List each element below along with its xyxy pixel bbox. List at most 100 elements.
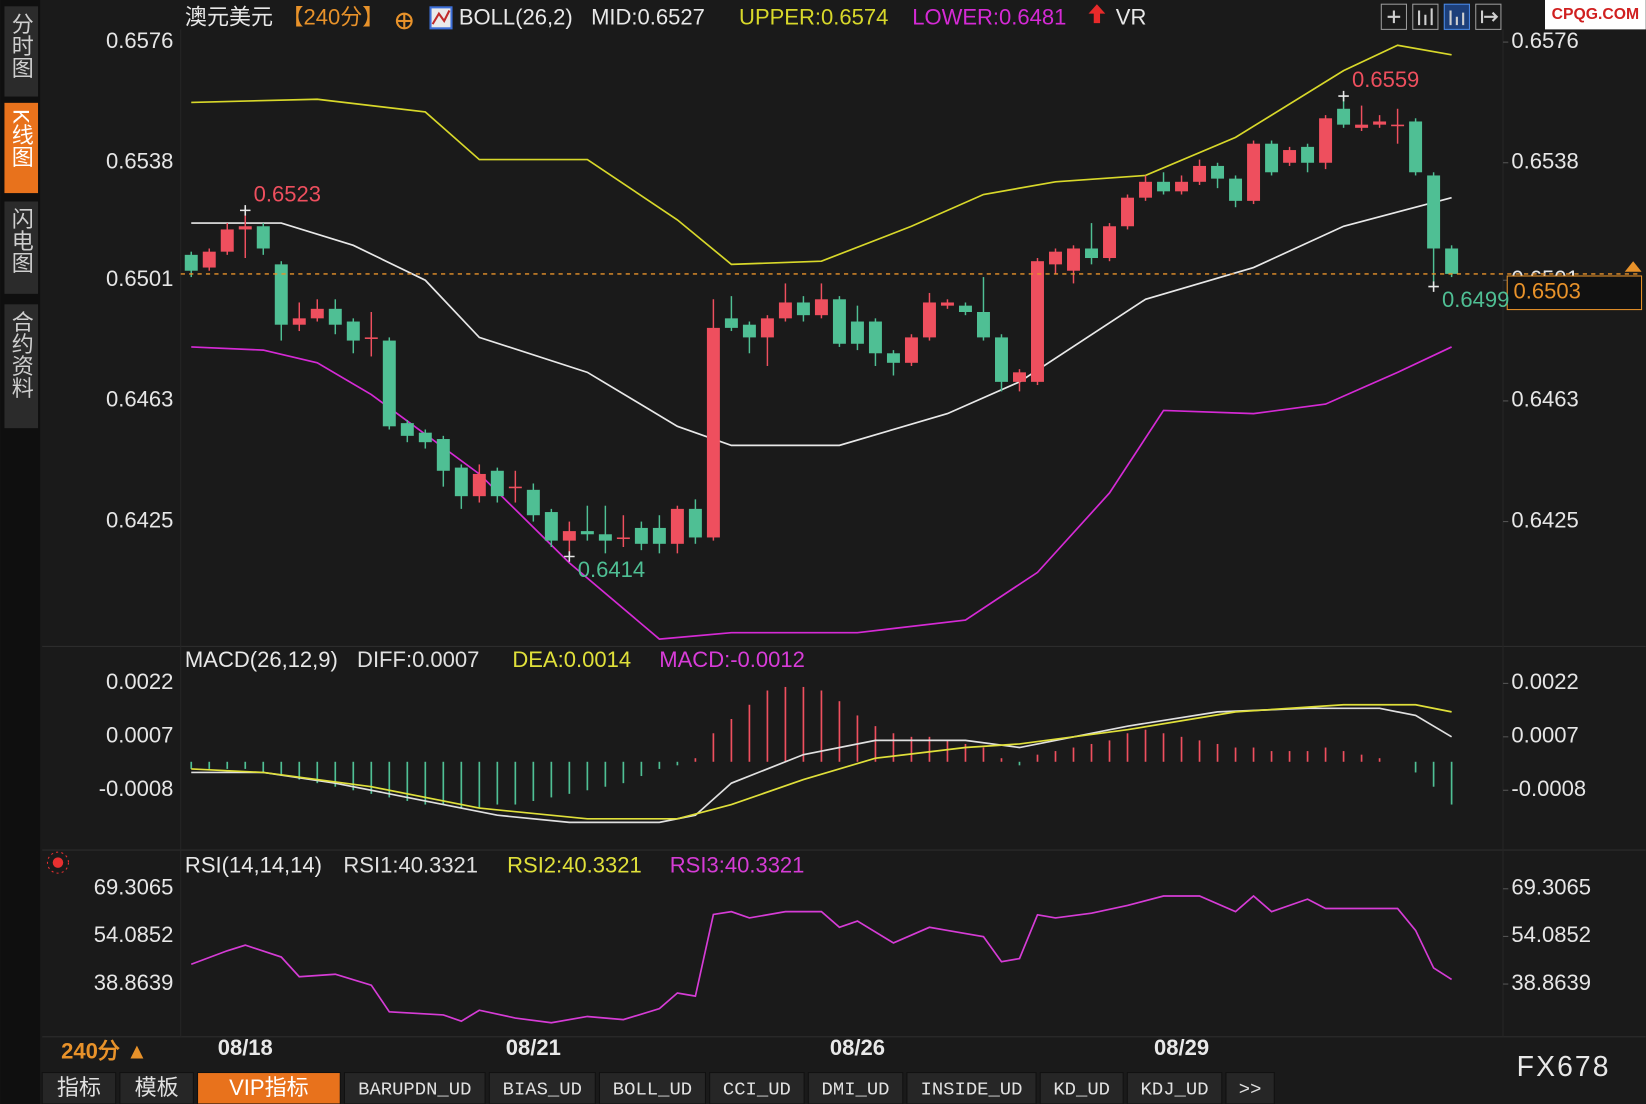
candle-body	[1175, 181, 1189, 192]
candle-body	[1211, 165, 1225, 179]
candle-body	[1139, 181, 1153, 198]
y-tick-label: 0.0022	[106, 669, 173, 694]
candle-body	[976, 312, 990, 338]
icon	[52, 857, 64, 868]
bottom-tab-label: KDJ_UD	[1141, 1078, 1209, 1100]
candle-body	[868, 321, 882, 354]
candle-body	[292, 318, 306, 325]
bottom-tab[interactable]	[1126, 1071, 1223, 1104]
arrow-icon[interactable]	[1088, 4, 1106, 24]
extreme-marker	[564, 551, 575, 562]
y-tick-label-right: 54.0852	[1511, 922, 1591, 947]
candle-body	[274, 264, 288, 325]
bottom-tab[interactable]	[343, 1071, 486, 1104]
legend-entry: RSI1:40.3321	[343, 853, 478, 878]
candle-body	[310, 308, 324, 319]
bottom-tab[interactable]	[1225, 1071, 1275, 1104]
candle-body	[1391, 124, 1405, 127]
candle-body	[796, 302, 810, 316]
bottom-tab[interactable]	[488, 1071, 596, 1104]
extreme-label: 0.6499	[1442, 287, 1509, 312]
candle-body	[598, 534, 612, 541]
legend-entry: UPPER:0.6574	[739, 5, 888, 30]
macd-title: MACD(26,12,9)	[185, 647, 338, 672]
legend-entry: MID:0.6527	[591, 5, 705, 30]
rsi-icon[interactable]	[46, 851, 69, 874]
candle-body	[1265, 143, 1279, 173]
y-tick-label: 0.6576	[106, 28, 173, 53]
series-line	[191, 44, 1452, 266]
x-tick-label: 08/18	[218, 1035, 273, 1060]
y-tick-label: 0.6425	[106, 507, 173, 532]
extreme-marker	[240, 205, 251, 216]
candle-body	[958, 305, 972, 313]
bottom-tab[interactable]	[906, 1071, 1037, 1104]
side-tab[interactable]	[4, 304, 39, 429]
side-tab[interactable]	[4, 6, 39, 97]
candle-body	[832, 299, 846, 344]
candle-body	[562, 531, 576, 541]
indicator-icon[interactable]	[429, 6, 453, 30]
period-label[interactable]: 240分 ▲	[61, 1038, 148, 1063]
candle-body	[778, 302, 792, 319]
bottom-tab-label: DMI_UD	[822, 1078, 890, 1100]
candle-body	[364, 337, 378, 339]
period[interactable]: 【240分】	[281, 5, 384, 30]
candle-body	[1049, 251, 1062, 265]
candle-body	[1301, 146, 1315, 163]
icon	[431, 10, 451, 25]
bottom-tab[interactable]	[197, 1071, 341, 1104]
vr[interactable]: VR	[1116, 5, 1147, 30]
extreme-label: 0.6559	[1352, 67, 1419, 92]
bottom-tab-label: BARUPDN_UD	[358, 1078, 471, 1100]
bottom-tab[interactable]	[1039, 1071, 1124, 1104]
side-tab[interactable]	[4, 102, 39, 194]
y-tick-label: 38.8639	[94, 970, 174, 995]
series-line	[191, 196, 1452, 447]
x-tick-label: 08/26	[830, 1035, 885, 1060]
bottom-tab-label: VIP指标	[229, 1075, 309, 1100]
candle-body	[1445, 248, 1459, 274]
bottom-tab[interactable]	[119, 1071, 194, 1104]
side-tab-label: K线图	[9, 109, 34, 168]
candle-body	[490, 470, 504, 497]
bottom-tab[interactable]	[598, 1071, 706, 1104]
candle-body	[742, 324, 756, 338]
candle-body	[616, 537, 630, 540]
candle-body	[202, 251, 216, 268]
bottom-tab-label: 模板	[135, 1075, 179, 1100]
side-tab[interactable]	[4, 201, 39, 294]
watermark-top: CPQG.COM	[1552, 6, 1639, 23]
tool-button[interactable]	[1380, 3, 1408, 30]
y-tick-label: 0.6463	[106, 387, 173, 412]
extreme-label: 0.6414	[578, 557, 645, 582]
indicator: BOLL(26,2)	[459, 5, 573, 30]
candle-body	[1373, 121, 1387, 125]
crosshair-icon[interactable]	[395, 12, 413, 30]
legend-entry: LOWER:0.6481	[912, 5, 1066, 30]
y-tick-label-right: 0.6538	[1511, 149, 1578, 174]
candle-body	[1031, 261, 1044, 382]
candle-body	[1157, 181, 1171, 192]
candle-body	[634, 527, 648, 544]
side-tab-label: 合约资料	[9, 311, 34, 399]
candle-body	[544, 512, 558, 541]
y-tick-label-right: 0.6463	[1511, 387, 1578, 412]
candle-body	[418, 432, 432, 443]
candle-body	[1247, 143, 1261, 201]
bottom-tab[interactable]	[41, 1071, 117, 1104]
candle-body	[1103, 226, 1116, 259]
candle-body	[760, 318, 774, 338]
bottom-tab[interactable]	[807, 1071, 904, 1104]
candle-body	[886, 353, 900, 363]
last-price-label: 0.6503	[1514, 279, 1581, 304]
legend-entry: MACD:-0.0012	[659, 647, 805, 672]
icon	[46, 851, 69, 874]
rsi-title: RSI(14,14,14)	[185, 853, 322, 878]
tool-button[interactable]	[1475, 3, 1502, 30]
bottom-tab[interactable]	[709, 1071, 805, 1104]
tool-button[interactable]	[1412, 3, 1439, 30]
candle-body	[1355, 124, 1369, 128]
